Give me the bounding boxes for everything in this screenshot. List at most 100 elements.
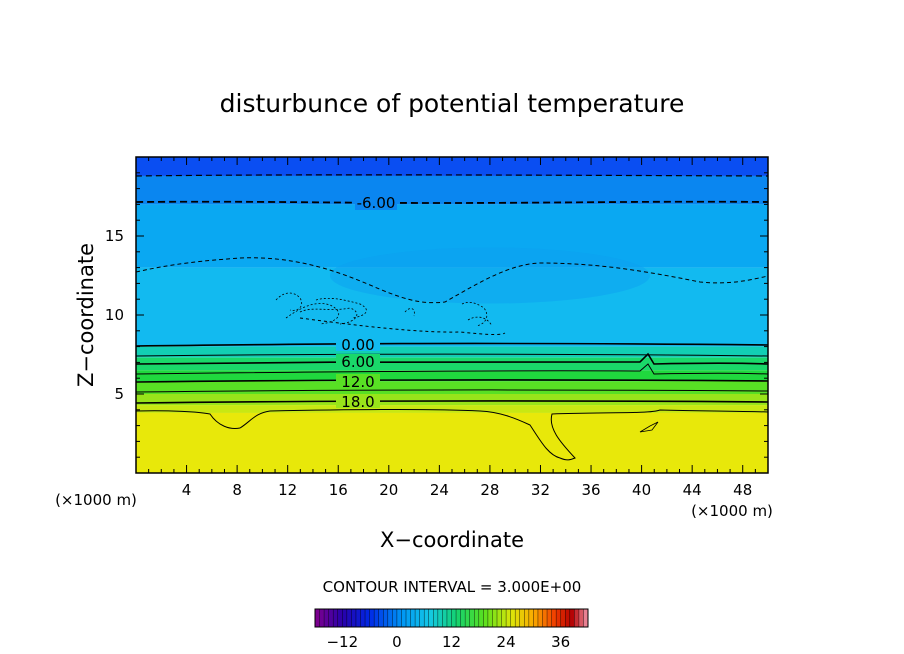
colorbar-segment — [465, 609, 470, 627]
contour-labels: -6.00 0.00 6.00 12.0 18.0 — [336, 194, 397, 411]
contour-18 — [136, 400, 768, 404]
colorbar-segment — [437, 609, 443, 627]
x-tick-label: 20 — [379, 481, 398, 499]
colorbar-segment — [506, 609, 511, 627]
colorbar-segment — [451, 609, 457, 627]
colorbar-segment — [519, 609, 525, 627]
colorbar-segment — [419, 609, 425, 627]
fill-region — [329, 247, 650, 304]
colorbar-segment — [524, 609, 530, 627]
colorbar-segment — [360, 609, 366, 627]
colorbar-segment — [424, 609, 430, 627]
contour-neg-3 — [136, 257, 768, 304]
contour-label: 0.00 — [341, 336, 374, 354]
colorbar-segment — [328, 609, 334, 627]
colorbar-segment — [315, 609, 320, 627]
fill-band — [136, 381, 768, 394]
colorbar-ticks: −12 0 12 24 36 — [326, 633, 570, 651]
fill-band — [136, 370, 768, 382]
x-unit-left: (×1000 m) — [55, 491, 137, 509]
contour-label-bg — [336, 394, 380, 408]
x-axis-label: X−coordinate — [380, 528, 524, 552]
y-tick-label: 10 — [105, 306, 124, 324]
x-tick-label: 36 — [581, 481, 600, 499]
contour-9 — [136, 363, 768, 375]
contour-3 — [136, 353, 768, 357]
colorbar-segment — [487, 609, 493, 627]
contour-21 — [136, 408, 768, 461]
y-axis-label: Z−coordinate — [74, 243, 98, 387]
x-tick-label: 40 — [632, 481, 651, 499]
colorbar-segment — [396, 609, 402, 627]
colorbar — [314, 608, 589, 628]
y-tick-label: 5 — [114, 385, 124, 403]
contour-label-bg — [336, 354, 380, 368]
contour-label: 12.0 — [341, 373, 374, 391]
x-unit-right: (×1000 m) — [691, 502, 773, 520]
colorbar-segment — [415, 609, 420, 627]
colorbar-segment — [383, 609, 389, 627]
x-axis: 4 8 12 16 20 24 28 32 36 40 44 48 — [148, 157, 756, 499]
x-tick-label: 28 — [480, 481, 499, 499]
colorbar-tick-label: 12 — [442, 633, 461, 651]
colorbar-segment — [319, 609, 325, 627]
contour-15 — [136, 389, 768, 393]
colorbar-segment — [460, 609, 466, 627]
colorbar-segment — [392, 609, 398, 627]
contour-label-bg — [355, 195, 397, 210]
x-tick-label: 24 — [430, 481, 449, 499]
colorbar-segment — [515, 609, 521, 627]
contour-21-blob — [639, 421, 659, 433]
colorbar-segment — [583, 609, 589, 627]
colorbar-segment — [510, 609, 516, 627]
colorbar-segment — [578, 609, 584, 627]
contour-lines — [136, 174, 768, 461]
colorbar-tick-label: 0 — [392, 633, 402, 651]
colorbar-segment — [346, 609, 352, 627]
colorbar-tick-label: 36 — [551, 633, 570, 651]
contour-interval-text: CONTOUR INTERVAL = 3.000E+00 — [323, 578, 582, 596]
colorbar-segment — [442, 609, 448, 627]
colorbar-segment — [333, 609, 339, 627]
colorbar-segment — [355, 609, 361, 627]
colorbar-segment — [474, 609, 480, 627]
colorbar-segment — [365, 609, 370, 627]
colorbar-segment — [565, 609, 571, 627]
colorbar-segment — [387, 609, 393, 627]
colorbar-segment — [547, 609, 552, 627]
colorbar-segment — [456, 609, 461, 627]
colorbar-segment — [560, 609, 566, 627]
x-tick-label: 12 — [278, 481, 297, 499]
colorbar-segment — [406, 609, 411, 627]
colorbar-segment — [446, 609, 452, 627]
colorbar-segment — [528, 609, 534, 627]
colorbar-segment — [369, 609, 375, 627]
colorbar-segment — [533, 609, 539, 627]
colorbar-segment — [378, 609, 384, 627]
colorbar-tick-label: −12 — [326, 633, 358, 651]
colorbar-segment — [497, 609, 502, 627]
x-tick-label: 32 — [531, 481, 550, 499]
field-fill — [136, 157, 768, 473]
colorbar-segment — [574, 609, 580, 627]
colorbar-segment — [324, 609, 329, 627]
fill-band — [136, 346, 768, 358]
colorbar-tick-label: 24 — [497, 633, 516, 651]
colorbar-segment — [501, 609, 507, 627]
colorbar-frame — [314, 608, 589, 628]
colorbar-segment — [433, 609, 439, 627]
x-tick-label: 44 — [683, 481, 702, 499]
fill-band — [136, 412, 768, 473]
colorbar-segment — [469, 609, 475, 627]
x-tick-label: 8 — [232, 481, 242, 499]
fill-band — [136, 394, 768, 406]
fill-band — [136, 405, 768, 413]
colorbar-segment — [337, 609, 343, 627]
colorbar-segment — [374, 609, 379, 627]
y-tick-label: 15 — [105, 227, 124, 245]
contour-6 — [136, 352, 768, 365]
contour-label: 18.0 — [341, 393, 374, 411]
colorbar-segment — [478, 609, 484, 627]
colorbar-segment — [351, 609, 357, 627]
